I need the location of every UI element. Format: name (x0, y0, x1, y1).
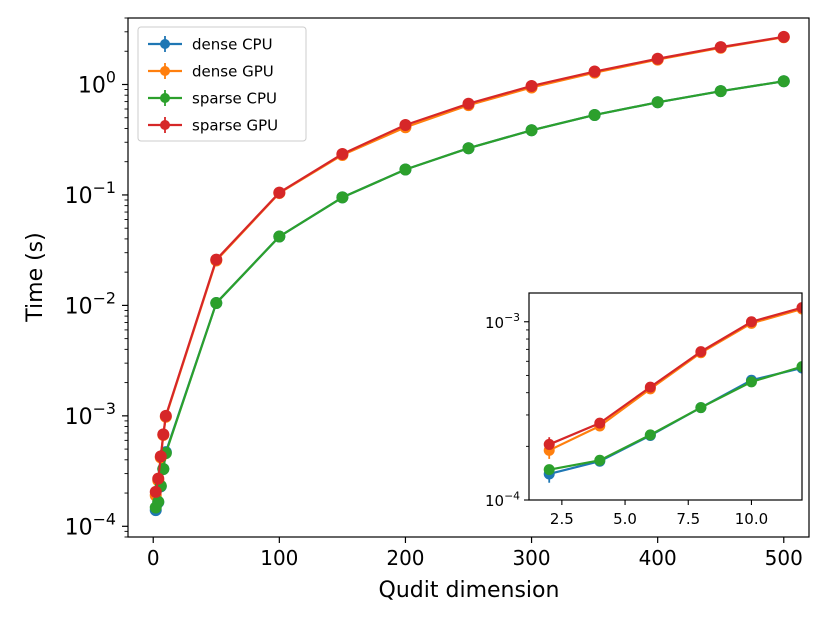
y-tick-label: 10−3 (65, 399, 116, 430)
inset-point-sparse-cpu (695, 402, 707, 414)
plot-frame (127, 17, 810, 538)
legend-label-sparse-cpu: sparse CPU (192, 90, 277, 108)
main-point-sparse-gpu (154, 450, 167, 463)
legend-marker-sparse-cpu (160, 93, 170, 103)
inset-x-tick-label: 5.0 (613, 510, 637, 528)
main-point-sparse-gpu (714, 41, 727, 54)
inset-y-axis-ticks: 10−4 10−3 (485, 311, 529, 510)
main-point-sparse-gpu (152, 472, 165, 485)
main-point-sparse-gpu (210, 253, 223, 266)
inset-point-sparse-gpu (695, 346, 707, 358)
y-tick-label: 10−2 (65, 288, 116, 319)
main-point-sparse-gpu (588, 65, 601, 78)
inset-x-tick-label: 7.5 (676, 510, 700, 528)
main-point-sparse-cpu (588, 108, 601, 121)
x-tick-label: 500 (765, 546, 803, 570)
main-point-sparse-gpu (273, 186, 286, 199)
legend-label-sparse-gpu: sparse GPU (192, 117, 278, 135)
x-tick-label: 300 (512, 546, 550, 570)
x-tick-label: 100 (260, 546, 298, 570)
y-tick-label: 10−1 (65, 178, 116, 209)
y-axis-ticks: 10−4 10−3 10−2 10−1 100 (65, 17, 128, 540)
y-tick-label: 100 (78, 68, 116, 99)
legend-marker-sparse-gpu (160, 120, 170, 130)
legend-marker-dense-cpu (160, 39, 170, 49)
inset-line-sparse-gpu (548, 306, 802, 446)
inset-point-sparse-cpu (594, 454, 606, 466)
main-point-sparse-cpu (462, 142, 475, 155)
main-point-sparse-gpu (149, 485, 162, 498)
x-tick-label: 0 (147, 546, 160, 570)
main-point-sparse-cpu (777, 75, 790, 88)
inset-line-sparse-cpu (549, 365, 802, 471)
inset-point-sparse-gpu (745, 316, 757, 328)
inset-point-sparse-cpu (543, 464, 555, 476)
main-point-sparse-gpu (462, 97, 475, 110)
main-series-group (149, 30, 790, 517)
main-point-sparse-cpu (525, 124, 538, 137)
y-tick-label: 10−4 (65, 509, 116, 540)
inset-x-axis-ticks: 2.5 5.0 7.5 10.0 (550, 500, 768, 528)
inset-point-sparse-cpu (796, 361, 802, 373)
legend-label-dense-cpu: dense CPU (192, 36, 273, 54)
main-point-sparse-gpu (525, 79, 538, 92)
y-axis-title: Time (s) (23, 232, 48, 322)
legend-marker-dense-gpu (160, 66, 170, 76)
inset-frame (528, 292, 803, 501)
main-point-sparse-cpu (210, 297, 223, 310)
inset-point-sparse-gpu (796, 302, 802, 314)
x-tick-label: 400 (639, 546, 677, 570)
main-point-sparse-gpu (651, 52, 664, 65)
x-tick-label: 200 (386, 546, 424, 570)
inset-x-tick-label: 2.5 (550, 510, 574, 528)
inset-line-dense-gpu (548, 307, 802, 452)
inset-point-sparse-gpu (594, 417, 606, 429)
legend-label-dense-gpu: dense GPU (192, 63, 274, 81)
main-point-sparse-gpu (336, 147, 349, 160)
main-point-sparse-gpu (777, 30, 790, 43)
x-axis-ticks: 0 100 200 300 400 500 (147, 537, 803, 570)
main-point-sparse-gpu (399, 118, 412, 131)
inset-x-tick-label: 10.0 (735, 510, 768, 528)
main-point-sparse-cpu (651, 96, 664, 109)
main-point-sparse-cpu (152, 495, 165, 508)
main-point-sparse-cpu (336, 191, 349, 204)
inset-point-sparse-cpu (644, 429, 656, 441)
inset-point-sparse-gpu (543, 438, 555, 450)
main-point-sparse-gpu (157, 428, 170, 441)
inset-point-sparse-cpu (745, 376, 757, 388)
inset-point-sparse-gpu (644, 381, 656, 393)
main-point-sparse-cpu (399, 163, 412, 176)
legend-box (137, 26, 307, 142)
main-point-sparse-cpu (714, 85, 727, 98)
main-point-sparse-cpu (273, 230, 286, 243)
main-point-sparse-gpu (159, 409, 172, 422)
inset-y-tick-label: 10−4 (485, 489, 520, 510)
legend: dense CPU dense GPU sparse CPU sparse GPU (137, 26, 307, 142)
x-axis-title: Qudit dimension (379, 578, 560, 603)
inset-series-group (543, 302, 802, 483)
inset-y-tick-label: 10−3 (485, 311, 520, 332)
